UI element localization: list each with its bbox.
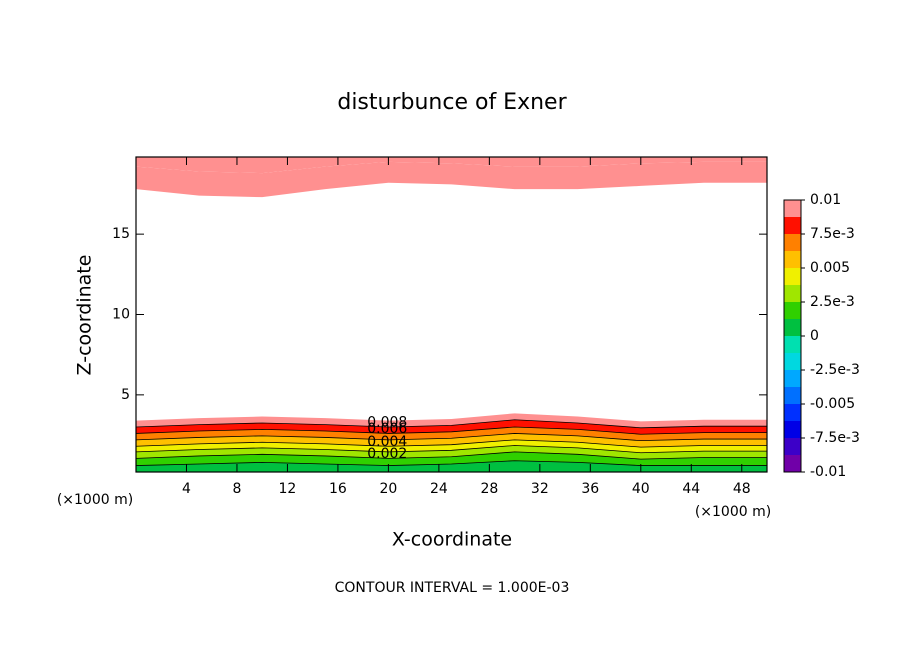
colorbar-tick-label: 0.005 xyxy=(810,260,850,276)
colorbar-tick-label: -2.5e-3 xyxy=(810,362,860,378)
colorbar-tick-label: 0.01 xyxy=(810,192,841,208)
x-tick-label: 48 xyxy=(733,481,751,497)
x-tick-label: 32 xyxy=(531,481,549,497)
contour-band xyxy=(136,161,767,198)
chart-title: disturbunce of Exner xyxy=(337,90,567,115)
contour-band xyxy=(136,419,767,435)
x-tick-label: 36 xyxy=(581,481,599,497)
contour-band xyxy=(136,157,767,174)
y-axis-label: Z-coordinate xyxy=(74,255,96,376)
x-tick-label: 16 xyxy=(329,481,347,497)
x-tick-label: 12 xyxy=(279,481,297,497)
colorbar-swatch xyxy=(784,251,801,268)
colorbar-swatch xyxy=(784,268,801,285)
colorbar-tick-label: 0 xyxy=(810,328,819,344)
colorbar-swatch xyxy=(784,455,801,472)
colorbar-tick-label: -0.005 xyxy=(810,396,855,412)
x-tick-label: 24 xyxy=(430,481,448,497)
contour-line xyxy=(135,433,767,442)
contour-band xyxy=(136,460,767,472)
y-tick-label: 10 xyxy=(112,307,130,323)
colorbar-swatch xyxy=(784,387,801,404)
colorbar-tick-label: -7.5e-3 xyxy=(810,430,860,446)
colorbar-tick-label: 7.5e-3 xyxy=(810,226,855,242)
colorbar-swatch xyxy=(784,421,801,438)
contour-label: 0.002 xyxy=(367,446,407,462)
colorbar-swatch xyxy=(784,370,801,387)
contour-line xyxy=(135,460,767,466)
colorbar-swatch xyxy=(784,217,801,234)
colorbar-swatch xyxy=(784,404,801,421)
contour-line xyxy=(135,451,767,460)
contour-line xyxy=(135,439,767,448)
footer-note: CONTOUR INTERVAL = 1.000E-03 xyxy=(335,580,570,596)
x-tick-label: 8 xyxy=(232,481,241,497)
y-tick-label: 15 xyxy=(112,226,130,242)
contour-label: 0.004 xyxy=(367,434,407,450)
x-unit-label: (×1000 m) xyxy=(695,504,771,520)
contour-line xyxy=(135,426,767,435)
colorbar-swatch xyxy=(784,234,801,251)
x-tick-label: 20 xyxy=(379,481,397,497)
colorbar-swatch xyxy=(784,200,801,217)
colorbar-tick-label: -0.01 xyxy=(810,464,846,480)
contour-label: 0.006 xyxy=(367,421,407,437)
x-tick-label: 44 xyxy=(682,481,700,497)
colorbar-swatch xyxy=(784,438,801,455)
colorbar-swatch xyxy=(784,319,801,336)
x-tick-label: 4 xyxy=(182,481,191,497)
colorbar-swatch xyxy=(784,302,801,319)
colorbar-swatch xyxy=(784,285,801,302)
contour-line xyxy=(135,445,767,454)
colorbar-swatch xyxy=(784,336,801,353)
x-unit-label: (×1000 m) xyxy=(57,492,133,508)
contour-line xyxy=(135,419,767,429)
colorbar-swatch xyxy=(784,353,801,370)
colorbar-tick-label: 2.5e-3 xyxy=(810,294,855,310)
x-axis-label: X-coordinate xyxy=(392,529,512,551)
x-tick-label: 40 xyxy=(632,481,650,497)
y-tick-label: 5 xyxy=(121,387,130,403)
x-tick-label: 28 xyxy=(480,481,498,497)
contour-band xyxy=(136,413,767,428)
contour-label: 0.008 xyxy=(367,415,407,431)
